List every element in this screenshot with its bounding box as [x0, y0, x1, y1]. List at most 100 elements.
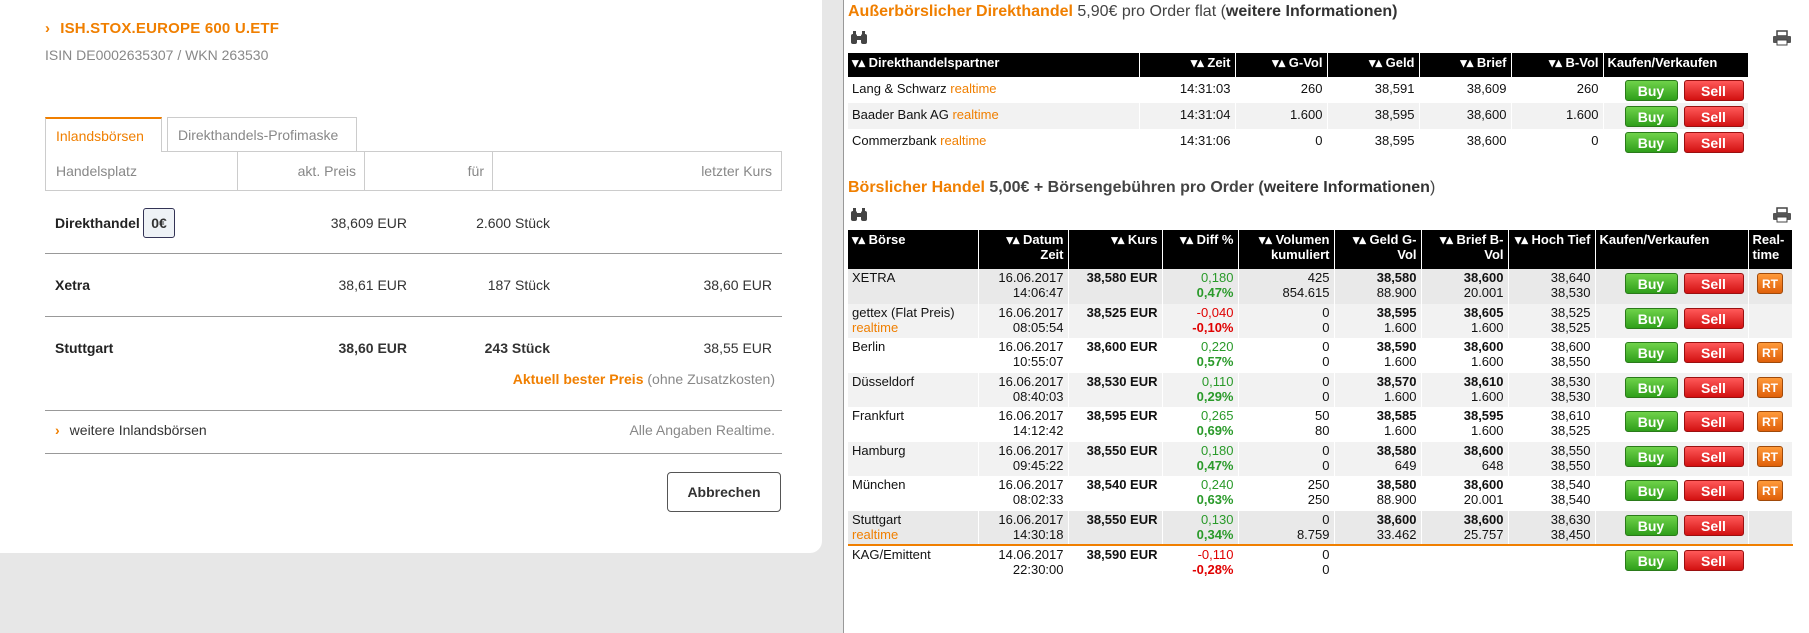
col-ask[interactable]: ▾▴ Brief B-Vol: [1421, 230, 1509, 269]
buy-button[interactable]: Buy: [1624, 307, 1678, 329]
realtime-button[interactable]: RT: [1757, 376, 1783, 398]
sell-button[interactable]: Sell: [1683, 445, 1744, 467]
date-time: 14.06.2017 22:30:00: [978, 545, 1069, 580]
venue-name: Direkthandel: [55, 215, 140, 231]
exchange-row: Düsseldorf 16.06.2017 08:40:03 38,530 EUR 0,…: [848, 372, 1793, 407]
realtime-button[interactable]: RT: [1757, 445, 1783, 467]
sell-button[interactable]: Sell: [1683, 480, 1744, 501]
tab-inlandsboersen[interactable]: Inlandsbörsen: [45, 117, 162, 152]
sell-button[interactable]: Sell: [1683, 342, 1744, 363]
col-high-low[interactable]: ▾▴ Hoch Tief: [1508, 230, 1596, 269]
price: 38,609 EUR: [330, 215, 407, 231]
realtime-button[interactable]: RT: [1757, 342, 1783, 363]
buy-button[interactable]: Buy: [1624, 342, 1678, 363]
buy-button[interactable]: Buy: [1624, 514, 1678, 536]
buy-button[interactable]: Buy: [1624, 445, 1678, 467]
date-time: 16.06.2017 09:45:22: [978, 441, 1069, 476]
bid: 38,595 1.600: [1334, 303, 1422, 338]
exchange-row: München 16.06.2017 08:02:33 38,540 EUR 0,240…: [848, 476, 1793, 511]
sell-button[interactable]: Sell: [1683, 514, 1744, 536]
sell-button[interactable]: Sell: [1683, 550, 1744, 571]
col-diff[interactable]: ▾▴ Diff %: [1162, 230, 1239, 269]
exchange-name: München: [848, 476, 979, 511]
buy-button[interactable]: Buy: [1624, 80, 1678, 101]
volume: 0 8.759: [1238, 510, 1335, 545]
divider: [45, 410, 782, 411]
printer-icon[interactable]: [1772, 30, 1792, 50]
trade-actions: Buy Sell: [1603, 103, 1749, 129]
divider: [237, 152, 238, 191]
high-low: 38,550 38,550: [1508, 441, 1596, 476]
ask: 38,610 1.600: [1421, 372, 1509, 407]
cancel-button[interactable]: Abbrechen: [667, 472, 781, 512]
high-low: 38,630 38,450: [1508, 510, 1596, 545]
sell-button[interactable]: Sell: [1683, 132, 1744, 153]
realtime-button[interactable]: RT: [1757, 273, 1783, 294]
realtime-cell: RT: [1748, 338, 1793, 373]
col-time[interactable]: ▾▴ Zeit: [1139, 53, 1236, 77]
exchange-row: Frankfurt 16.06.2017 14:12:42 38,595 EUR 0,2…: [848, 407, 1793, 442]
time: 14:31:03: [1139, 77, 1236, 103]
volume: 250 250: [1238, 476, 1335, 511]
col-price[interactable]: ▾▴ Kurs: [1068, 230, 1163, 269]
partner-name: Commerzbank realtime: [848, 129, 1140, 155]
buy-button[interactable]: Buy: [1624, 106, 1678, 127]
buy-button[interactable]: Buy: [1624, 550, 1678, 571]
col-bvol[interactable]: ▾▴ B-Vol: [1511, 53, 1604, 77]
best-price-note: Aktuell bester Preis (ohne Zusatzkosten): [512, 371, 775, 387]
exchange-row: Hamburg 16.06.2017 09:45:22 38,550 EUR 0,180…: [848, 441, 1793, 476]
col-bid[interactable]: ▾▴ Geld G-Vol: [1334, 230, 1422, 269]
trade-actions: Buy Sell: [1595, 338, 1749, 373]
instrument-title[interactable]: › ISH.STOX.EUROPE 600 U.ETF: [45, 20, 280, 37]
col-gvol[interactable]: ▾▴ G-Vol: [1235, 53, 1328, 77]
price: 38,540 EUR: [1068, 476, 1163, 511]
more-info-link[interactable]: weitere Informationen: [1263, 179, 1430, 196]
col-date-time[interactable]: ▾▴ Datum Zeit: [978, 230, 1069, 269]
col-partner[interactable]: ▾▴ Direkthandelspartner: [848, 53, 1140, 77]
exchange-trade-heading: Börslicher Handel 5,00€ + Börsengebühren…: [848, 179, 1436, 196]
realtime-button[interactable]: RT: [1757, 411, 1783, 432]
trade-actions: Buy Sell: [1595, 269, 1749, 304]
gvol: 0: [1235, 129, 1328, 155]
diff: 0,220 0,57%: [1162, 338, 1239, 373]
col-buy-sell: Kaufen/Verkaufen: [1603, 53, 1749, 77]
buy-button[interactable]: Buy: [1624, 411, 1678, 432]
sell-button[interactable]: Sell: [1683, 307, 1744, 329]
buy-button[interactable]: Buy: [1624, 132, 1678, 153]
sell-button[interactable]: Sell: [1683, 80, 1744, 101]
trade-actions: Buy Sell: [1595, 476, 1749, 511]
diff: 0,240 0,63%: [1162, 476, 1239, 511]
more-info-link[interactable]: weitere Informationen: [1225, 3, 1393, 20]
partner-name: Lang & Schwarz realtime: [848, 77, 1140, 103]
diff: 0,180 0,47%: [1162, 269, 1239, 304]
buy-button[interactable]: Buy: [1624, 480, 1678, 501]
sell-button[interactable]: Sell: [1683, 273, 1744, 294]
trade-actions: Buy Sell: [1595, 441, 1749, 476]
printer-icon[interactable]: [1772, 207, 1792, 227]
exchange-name: Berlin: [848, 338, 979, 373]
more-inland-exchanges-link[interactable]: › weitere Inlandsbörsen: [55, 422, 207, 438]
sell-button[interactable]: Sell: [1683, 106, 1744, 127]
col-ask[interactable]: ▾▴ Brief: [1419, 53, 1512, 77]
col-volume[interactable]: ▾▴ Volumen kumuliert: [1238, 230, 1335, 269]
trading-panel: Außerbörslicher Direkthandel 5,90€ pro O…: [843, 0, 1809, 633]
sell-button[interactable]: Sell: [1683, 411, 1744, 432]
binoculars-icon[interactable]: [850, 207, 868, 227]
tab-direkthandels-profimaske[interactable]: Direkthandels-Profimaske: [167, 117, 357, 151]
col-bid[interactable]: ▾▴ Geld: [1327, 53, 1420, 77]
ask: [1421, 545, 1509, 580]
exchange-name: Hamburg: [848, 441, 979, 476]
buy-button[interactable]: Buy: [1624, 273, 1678, 294]
realtime-button[interactable]: RT: [1757, 480, 1783, 501]
sell-button[interactable]: Sell: [1683, 376, 1744, 398]
exchange-row: KAG/Emittent 14.06.2017 22:30:00 38,590 EUR…: [848, 545, 1793, 580]
high-low: [1508, 545, 1596, 580]
isin-wkn: ISIN DE0002635307 / WKN 263530: [45, 47, 269, 63]
binoculars-icon[interactable]: [850, 30, 868, 50]
diff: 0,265 0,69%: [1162, 407, 1239, 442]
time: 14:31:06: [1139, 129, 1236, 155]
buy-button[interactable]: Buy: [1624, 376, 1678, 398]
bvol: 0: [1511, 129, 1604, 155]
col-exchange[interactable]: ▾▴ Börse: [848, 230, 979, 269]
